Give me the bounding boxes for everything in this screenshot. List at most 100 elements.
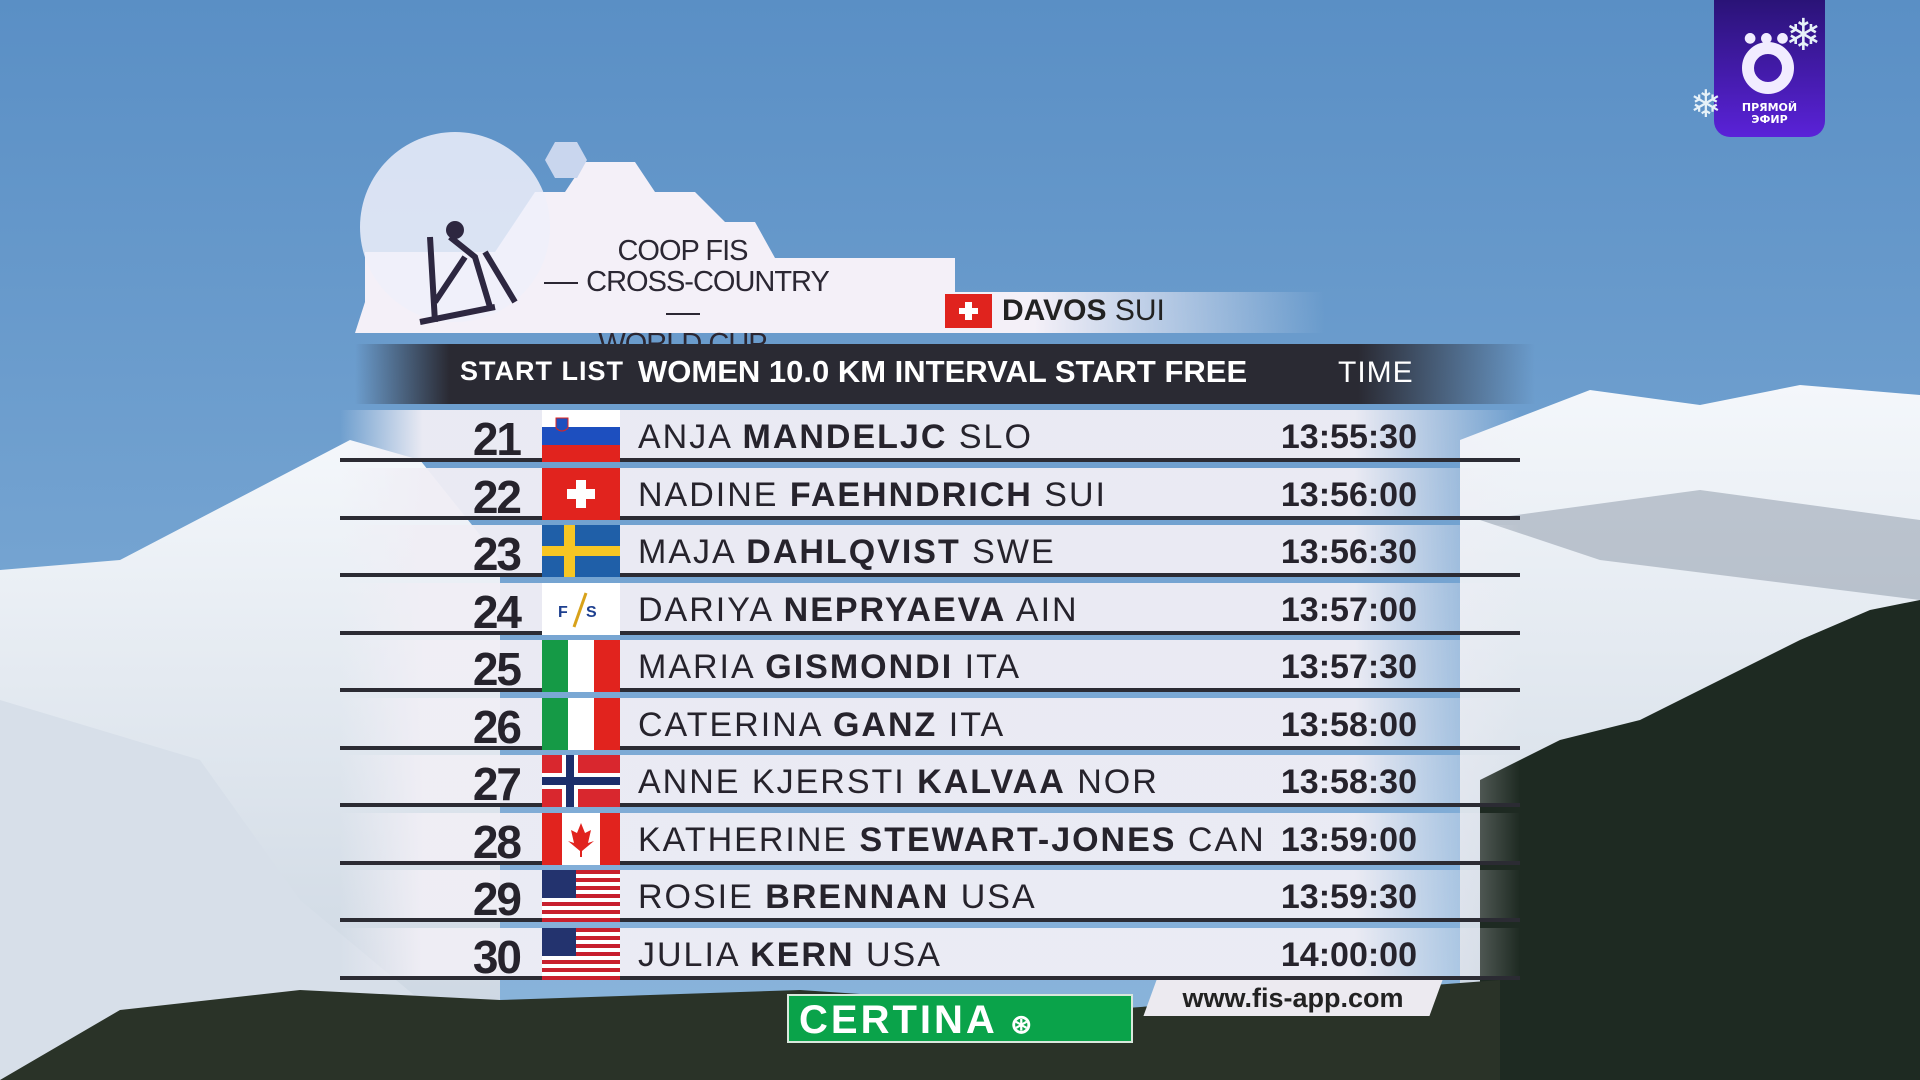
flag-sui-icon	[945, 294, 992, 328]
channel-logo: ●●● ПРЯМОЙ ЭФИР	[1714, 0, 1825, 137]
bib-number: 29	[472, 873, 522, 925]
last-name: GANZ	[832, 705, 938, 744]
logo-line2: ЭФИР	[1751, 113, 1788, 126]
nation-code: SUI	[1044, 475, 1107, 514]
skier-icon	[419, 234, 518, 325]
flag-swe-icon	[542, 525, 620, 577]
title-line1: COOP FIS	[617, 235, 748, 267]
first-name: CATERINA	[638, 705, 822, 744]
nation-code: USA	[865, 935, 942, 974]
first-name: ROSIE	[638, 878, 754, 916]
athlete-name: MARIA GISMONDI ITA	[638, 648, 1021, 687]
start-time: 13:57:00	[1280, 590, 1417, 629]
first-name: KATHERINE	[638, 820, 849, 859]
snowflake-icon: ❄	[1785, 10, 1822, 61]
header-label: START LIST	[460, 356, 624, 386]
last-name: FAEHNDRICH	[789, 475, 1033, 514]
bib-number: 27	[472, 758, 522, 810]
start-time: 13:56:30	[1280, 533, 1417, 571]
start-time: 14:00:00	[1280, 935, 1417, 974]
bib-number: 21	[472, 413, 522, 465]
start-list-row: 25 MARIA GISMONDI ITA 13:57:30	[340, 640, 1520, 695]
svg-text:F: F	[558, 604, 568, 621]
start-time: 13:56:00	[1280, 475, 1417, 514]
athlete-name: ANNE KJERSTI KALVAA NOR	[638, 763, 1159, 802]
flag-ita-icon	[542, 640, 620, 692]
nation-code: ITA	[948, 705, 1006, 744]
first-name: MARIA	[638, 648, 754, 686]
fis-app-url: www.fis-app.com	[1143, 980, 1443, 1016]
sponsor-name: CERTINA	[799, 998, 997, 1042]
start-list-row: 21 ANJA MANDELJC SLO 13:55:30	[340, 410, 1520, 465]
flag-usa-icon	[542, 870, 620, 922]
last-name: KALVAA	[917, 763, 1066, 801]
last-name: BRENNAN	[765, 878, 950, 916]
first-name: MAJA	[638, 533, 735, 571]
last-name: MANDELJC	[742, 418, 948, 456]
athlete-name: CATERINA GANZ ITA	[638, 706, 1005, 745]
last-name: KERN	[750, 935, 855, 974]
venue-city: DAVOS	[1002, 294, 1107, 327]
nation-code: AIN	[1015, 590, 1079, 629]
start-list-row: 22 NADINE FAEHNDRICH SUI 13:56:00	[340, 467, 1520, 523]
athlete-name: ANJA MANDELJC SLO	[638, 418, 1033, 457]
start-list-row: 28 KATHERINE STEWART-JONES CAN 13:59:00	[340, 812, 1520, 868]
sponsor-certina-logo: CERTINA ⊛	[787, 994, 1133, 1043]
certina-turtle-icon: ⊛	[1010, 1009, 1036, 1039]
first-name: JULIA	[638, 935, 739, 974]
flag-ita-icon	[542, 697, 620, 750]
flag-usa-icon	[542, 927, 620, 980]
race-name: WOMEN 10.0 KM INTERVAL START FREE	[638, 354, 1248, 389]
first-name: DARIYA	[638, 590, 773, 629]
url-text: www.fis-app.com	[1182, 983, 1404, 1013]
flag-can-icon	[542, 812, 620, 865]
nation-code: USA	[960, 878, 1037, 916]
start-time: 13:58:00	[1280, 705, 1417, 744]
bib-number: 23	[472, 528, 522, 580]
start-list-row: 30 JULIA KERN USA 14:00:00	[340, 927, 1520, 983]
title-line2-text: CROSS-COUNTRY	[586, 266, 830, 298]
bib-number: 22	[472, 470, 522, 523]
athlete-name: DARIYA NEPRYAEVA AIN	[638, 591, 1079, 630]
title-line2: CROSS-COUNTRY	[520, 267, 845, 329]
athlete-name: JULIA KERN USA	[638, 936, 942, 975]
last-name: DAHLQVIST	[746, 533, 961, 571]
bib-number: 28	[472, 815, 522, 868]
start-time: 13:59:30	[1280, 878, 1417, 916]
event-title: COOP FIS CROSS-COUNTRY WORLD CUP	[520, 236, 845, 360]
nation-code: SWE	[972, 533, 1056, 571]
time-column-header: TIME	[1338, 356, 1414, 389]
nation-code: CAN	[1187, 820, 1266, 859]
athlete-name: KATHERINE STEWART-JONES CAN	[638, 821, 1266, 860]
athlete-name: MAJA DAHLQVIST SWE	[638, 533, 1056, 572]
last-name: GISMONDI	[765, 648, 954, 686]
flag-sui-icon	[542, 467, 620, 520]
start-list-row: 29 ROSIE BRENNAN USA 13:59:30	[340, 870, 1520, 925]
athlete-name: ROSIE BRENNAN USA	[638, 878, 1037, 917]
flag-slo-icon	[542, 410, 620, 462]
last-name: STEWART-JONES	[859, 820, 1177, 859]
nation-code: SLO	[958, 418, 1033, 456]
last-name: NEPRYAEVA	[783, 590, 1007, 629]
snowflake-icon: ❄	[1690, 82, 1722, 126]
nation-code: ITA	[964, 648, 1021, 686]
bib-number: 24	[472, 585, 522, 638]
athlete-name: NADINE FAEHNDRICH SUI	[638, 476, 1107, 515]
svg-text:S: S	[586, 604, 597, 621]
start-list-row: 27 ANNE KJERSTI KALVAA NOR 13:58:30	[340, 755, 1520, 810]
start-list-row: 23 MAJA DAHLQVIST SWE 13:56:30	[340, 525, 1520, 580]
venue: DAVOS SUI	[945, 294, 1165, 328]
venue-country: SUI	[1114, 294, 1165, 327]
bib-number: 25	[472, 643, 522, 695]
start-time: 13:55:30	[1280, 418, 1417, 456]
first-name: ANJA	[638, 418, 732, 456]
first-name: ANNE KJERSTI	[638, 763, 906, 801]
start-list-row: 26 CATERINA GANZ ITA 13:58:00	[340, 697, 1520, 753]
bib-number: 30	[472, 930, 522, 983]
first-name: NADINE	[638, 475, 779, 514]
flag-nor-icon	[542, 755, 620, 807]
nation-code: NOR	[1077, 763, 1159, 801]
start-time: 13:59:00	[1280, 820, 1417, 859]
